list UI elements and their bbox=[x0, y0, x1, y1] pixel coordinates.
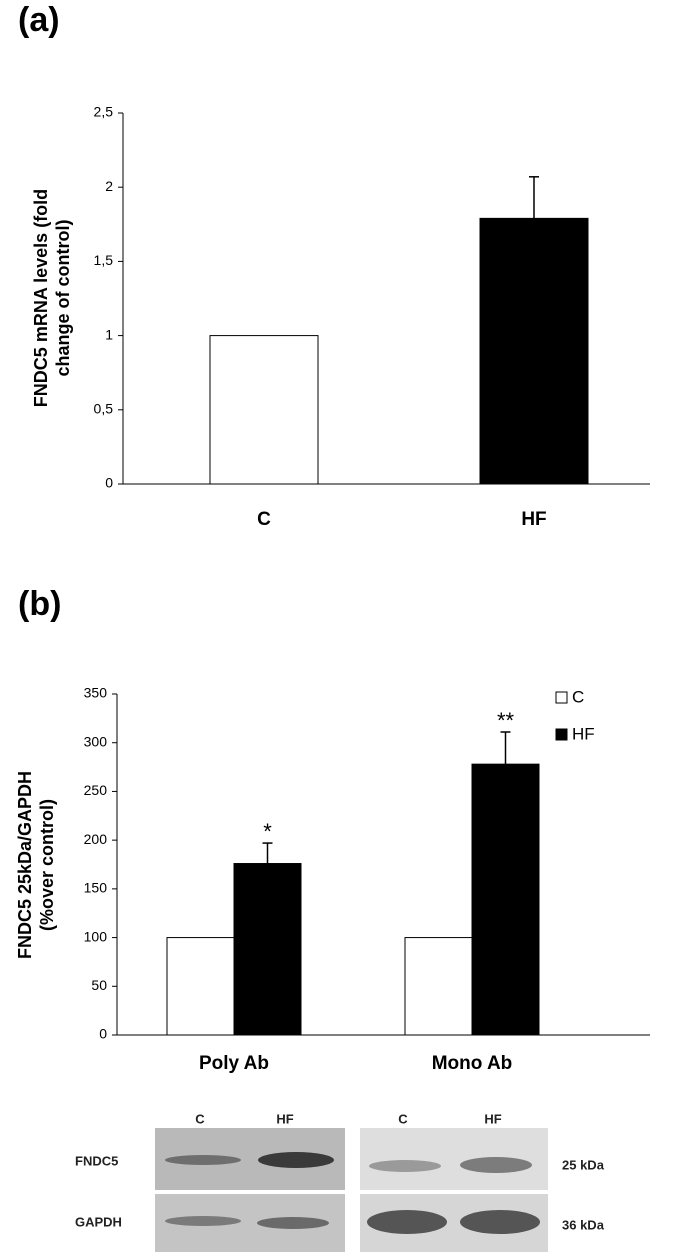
significance-label: * bbox=[263, 819, 272, 844]
y-tick-label: 300 bbox=[84, 733, 108, 749]
bar bbox=[166, 937, 235, 1036]
lane-label: HF bbox=[276, 1111, 293, 1126]
band bbox=[460, 1157, 532, 1173]
band bbox=[367, 1210, 447, 1234]
y-tick-label: 0 bbox=[105, 475, 113, 491]
legend-label: C bbox=[572, 687, 584, 706]
band bbox=[258, 1152, 334, 1168]
significance-label: ** bbox=[497, 708, 515, 733]
band bbox=[165, 1155, 241, 1165]
lane-label: C bbox=[398, 1111, 408, 1126]
band bbox=[369, 1160, 441, 1172]
size-label: 36 kDa bbox=[562, 1217, 605, 1232]
y-tick-label: 0 bbox=[99, 1026, 107, 1042]
panel-label: (b) bbox=[18, 585, 61, 623]
lane-label: HF bbox=[484, 1111, 501, 1126]
y-tick-label: 1,5 bbox=[94, 252, 114, 268]
lane-label: C bbox=[195, 1111, 205, 1126]
y-tick-label: 1 bbox=[105, 326, 113, 342]
bar bbox=[471, 763, 540, 1036]
y-tick-label: 350 bbox=[84, 685, 108, 701]
x-tick-label: Poly Ab bbox=[199, 1053, 269, 1074]
legend-swatch bbox=[555, 728, 568, 741]
y-tick-label: 2 bbox=[105, 178, 113, 194]
y-tick-label: 250 bbox=[84, 782, 108, 798]
x-tick-label: C bbox=[257, 509, 271, 530]
panel-label: (a) bbox=[18, 1, 60, 39]
bar bbox=[479, 217, 589, 485]
bar bbox=[404, 937, 473, 1036]
y-axis-label: change of control) bbox=[53, 219, 73, 376]
row-label: GAPDH bbox=[75, 1214, 122, 1229]
band bbox=[257, 1217, 329, 1229]
y-axis-label: (%over control) bbox=[37, 799, 57, 931]
y-axis-label: FNDC5 mRNA levels (fold bbox=[31, 189, 51, 407]
legend-label: HF bbox=[572, 724, 595, 743]
y-axis-label: FNDC5 25kDa/GAPDH bbox=[15, 771, 35, 959]
y-tick-label: 100 bbox=[84, 928, 108, 944]
x-tick-label: Mono Ab bbox=[432, 1053, 513, 1074]
band bbox=[165, 1216, 241, 1226]
y-tick-label: 0,5 bbox=[94, 401, 114, 417]
legend-swatch bbox=[555, 691, 568, 704]
row-label: FNDC5 bbox=[75, 1153, 118, 1168]
y-tick-label: 50 bbox=[91, 977, 107, 993]
x-tick-label: HF bbox=[521, 509, 546, 530]
y-tick-label: 200 bbox=[84, 831, 108, 847]
bar bbox=[233, 863, 302, 1036]
size-label: 25 kDa bbox=[562, 1157, 605, 1172]
y-tick-label: 150 bbox=[84, 880, 108, 896]
y-tick-label: 2,5 bbox=[94, 104, 114, 120]
bar bbox=[209, 335, 319, 485]
band bbox=[460, 1210, 540, 1234]
